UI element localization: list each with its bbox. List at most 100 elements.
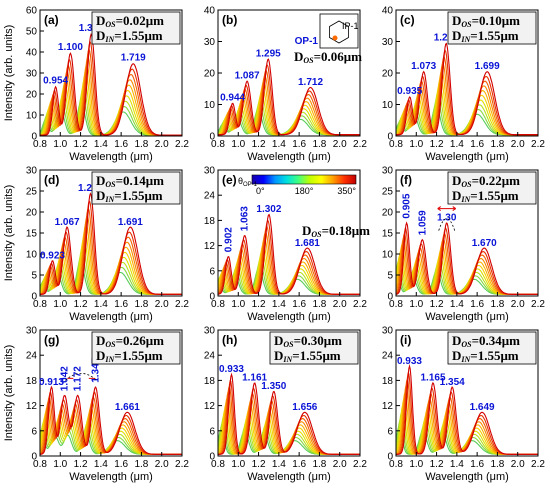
- hexagon-icon: [329, 20, 349, 44]
- y-tick-label: 18: [26, 376, 38, 387]
- x-tick-label: 1.2: [74, 459, 88, 470]
- peak-label: 1.699: [475, 61, 500, 72]
- x-tick-label: 0.8: [389, 299, 403, 310]
- y-tick-label: 20: [382, 208, 394, 219]
- x-tick-label: 1.6: [470, 459, 484, 470]
- panel-f: 0.8 1.0 1.2 1.4 1.6 1.8 2.0 2.2 0 5 10 15 20 25 30 Wave…: [382, 166, 546, 324]
- x-tick-label: 1.2: [430, 459, 444, 470]
- y-tick-label: 12: [204, 241, 216, 252]
- x-tick-label: 1.0: [53, 299, 67, 310]
- din-label: DIN=1.55μm: [96, 348, 163, 364]
- x-axis-label: Wavelength (μm): [69, 311, 153, 323]
- parameter-box: [91, 11, 181, 45]
- x-tick-label: 2.0: [511, 299, 525, 310]
- spectrum-line: [395, 221, 538, 295]
- x-tick-label: 1.0: [409, 459, 423, 470]
- y-tick-label: 20: [26, 208, 38, 219]
- x-tick-label: 1.6: [292, 139, 306, 150]
- y-tick-label: 10: [26, 111, 38, 122]
- panel-label: (i): [400, 333, 411, 347]
- y-axis-label: Intensity (arb. units): [3, 345, 15, 442]
- x-tick-label: 2.2: [353, 139, 367, 150]
- y-tick-label: 40: [382, 6, 394, 17]
- spectrum-line: [218, 58, 360, 136]
- op-hole-icon: [332, 35, 338, 41]
- x-tick-label: 2.2: [353, 459, 367, 470]
- x-tick-label: 0.8: [211, 299, 225, 310]
- y-tick-label: 30: [26, 69, 38, 80]
- x-tick-label: 2.2: [531, 299, 545, 310]
- x-tick-label: 1.0: [231, 459, 245, 470]
- y-tick-label: 0: [387, 292, 393, 303]
- y-tick-label: 20: [204, 69, 216, 80]
- y-axis-label: Intensity (arb. units): [3, 185, 15, 282]
- y-tick-label: 30: [204, 37, 216, 48]
- y-tick-label: 10: [382, 250, 394, 261]
- x-tick-label: 1.6: [470, 299, 484, 310]
- x-tick-label: 0.8: [211, 139, 225, 150]
- x-tick-label: 0.8: [389, 459, 403, 470]
- y-tick-label: 30: [382, 37, 394, 48]
- panel-label: (b): [222, 13, 237, 27]
- peak-label: 1.042: [60, 366, 71, 391]
- y-tick-label: 30: [204, 326, 216, 337]
- dos-label: DOS=0.18μm: [302, 223, 370, 239]
- x-tick-label: 2.2: [531, 459, 545, 470]
- x-tick-label: 1.8: [490, 459, 504, 470]
- y-tick-label: 25: [26, 187, 38, 198]
- x-tick-label: 0.8: [33, 459, 47, 470]
- x-tick-label: 1.4: [94, 139, 108, 150]
- spectrum-line: [218, 372, 360, 455]
- peak-label: 1.670: [472, 238, 497, 249]
- y-tick-label: 10: [204, 100, 216, 111]
- y-tick-label: 6: [31, 426, 37, 437]
- x-tick-label: 1.6: [292, 459, 306, 470]
- y-tick-label: 20: [382, 69, 394, 80]
- inset-ip-label: IP-1: [342, 21, 359, 31]
- peak-label: 0.902: [223, 227, 234, 252]
- x-tick-label: 1.4: [94, 459, 108, 470]
- x-axis-label: Wavelength (μm): [425, 151, 509, 163]
- peak-label: 1.161: [242, 373, 267, 384]
- y-tick-label: 30: [382, 166, 394, 177]
- plot-frame: [217, 169, 361, 297]
- y-axis-label: Intensity (arb. units): [3, 25, 15, 122]
- x-tick-label: 1.8: [134, 139, 148, 150]
- plot-frame: [39, 329, 183, 457]
- y-tick-label: 0: [387, 452, 393, 463]
- x-tick-label: 1.4: [272, 139, 286, 150]
- x-tick-label: 2.0: [333, 299, 347, 310]
- panel-label: (d): [44, 173, 59, 187]
- x-tick-label: 1.2: [430, 299, 444, 310]
- x-tick-label: 2.2: [175, 139, 189, 150]
- panel-h: 0.8 1.0 1.2 1.4 1.6 1.8 2.0 2.2 0 6 12 18 24 30 Wavele…: [204, 326, 368, 484]
- colorbar-symbol: θOP-1: [238, 176, 258, 188]
- x-tick-label: 1.0: [53, 139, 67, 150]
- x-tick-label: 1.8: [134, 299, 148, 310]
- y-tick-label: 15: [26, 229, 38, 240]
- parameter-box: [91, 171, 181, 205]
- parameter-box: [269, 331, 359, 365]
- peak-label: 0.933: [219, 364, 244, 375]
- dos-label: DOS=0.06μm: [294, 49, 362, 65]
- y-tick-label: 0: [209, 292, 215, 303]
- dos-label: DOS=0.02μm: [96, 13, 164, 29]
- spectrum-line: [40, 200, 182, 295]
- dashed-envelope: [65, 373, 98, 381]
- panel-b: 0.8 1.0 1.2 1.4 1.6 1.8 2.0 2.2 0 10 20 30 40 Wavelen…: [204, 6, 368, 164]
- panel-label: (f): [400, 173, 412, 187]
- din-label: DIN=1.55μm: [96, 28, 163, 44]
- spectrum-line: [40, 33, 182, 136]
- panel-i: 0.8 1.0 1.2 1.4 1.6 1.8 2.0 2.2 0 6 12 18 24 30 Wavele…: [382, 326, 546, 484]
- peak-label: 1.30: [437, 213, 457, 224]
- x-tick-label: 2.0: [333, 459, 347, 470]
- x-tick-label: 2.0: [511, 139, 525, 150]
- x-tick-label: 1.2: [430, 139, 444, 150]
- parameter-box: [447, 171, 537, 205]
- peak-label: 0.905: [402, 193, 413, 218]
- x-tick-label: 1.4: [272, 459, 286, 470]
- x-tick-label: 1.0: [409, 299, 423, 310]
- x-axis-label: Wavelength (μm): [69, 151, 153, 163]
- x-tick-label: 1.6: [114, 139, 128, 150]
- peak-label: 1.087: [235, 70, 260, 81]
